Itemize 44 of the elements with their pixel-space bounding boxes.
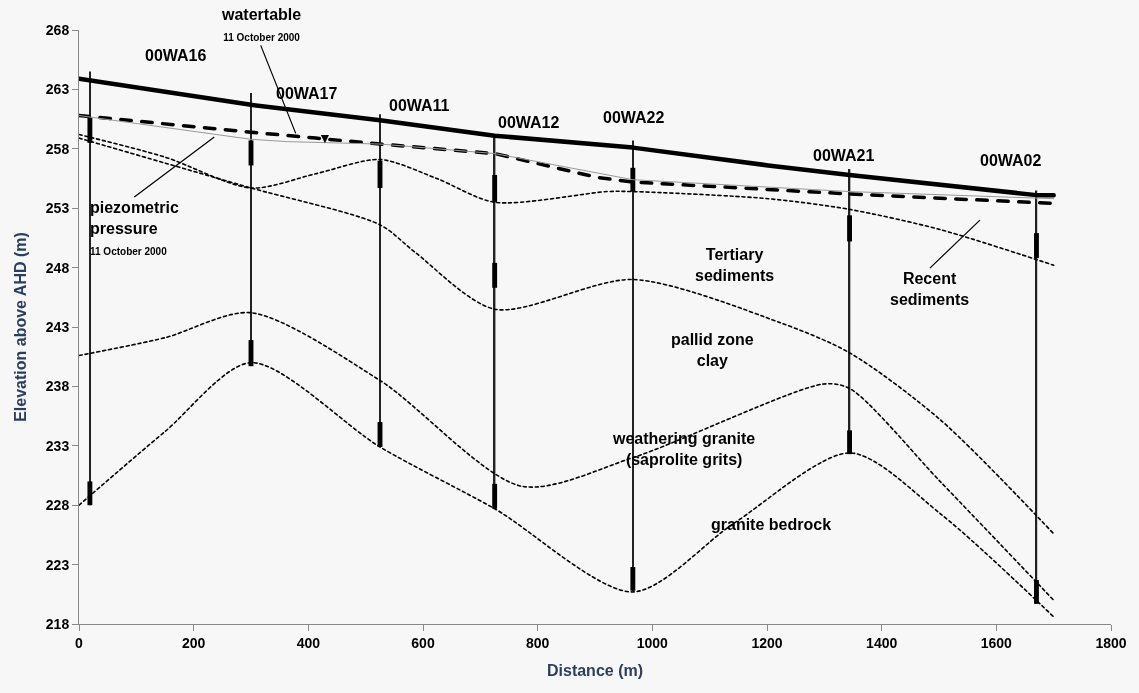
annotation: 00WA11 <box>389 97 450 114</box>
annotation: ▼ <box>318 130 332 146</box>
x-tick-label: 1000 <box>636 634 669 651</box>
x-tick-label: 200 <box>181 634 206 651</box>
annotation: pallid zone clay <box>671 331 754 369</box>
y-tick-label: 253 <box>45 200 70 217</box>
annotation: 00WA16 <box>145 47 207 64</box>
y-axis-title: Elevation above AHD (m) <box>11 232 29 422</box>
bar <box>1034 233 1039 259</box>
x-tick-label: 400 <box>296 634 321 651</box>
y-tick-label: 258 <box>45 140 70 157</box>
y-tick-label: 228 <box>45 497 70 514</box>
x-tick-label: 1800 <box>1095 634 1127 651</box>
bar <box>492 174 498 203</box>
y-tick-label: 218 <box>45 615 70 632</box>
y-tick-label: 238 <box>45 378 70 395</box>
bar <box>630 167 636 192</box>
bar <box>630 566 636 591</box>
x-axis-title: Distance (m) <box>546 662 644 680</box>
annotation: 00WA21 <box>813 147 875 164</box>
bar <box>87 481 93 506</box>
bar <box>492 483 498 509</box>
x-tick-label: 1600 <box>980 634 1013 651</box>
bar <box>847 430 852 455</box>
annotation: Tertiary sediments <box>695 246 775 284</box>
x-tick-label: 800 <box>525 634 550 651</box>
y-tick-label: 243 <box>45 318 70 335</box>
annotation: 00WA22 <box>603 109 665 126</box>
y-tick-label: 223 <box>45 556 70 573</box>
y-tick-label: 263 <box>45 81 70 98</box>
x-tick-label: 0 <box>75 634 84 651</box>
annotation: watertable 11 October 2000 <box>221 6 302 43</box>
annotation: Recent sediments <box>890 270 970 308</box>
x-tick-label: 600 <box>411 634 435 651</box>
bar <box>492 262 498 288</box>
y-tick-label: 248 <box>45 259 70 276</box>
y-tick-label: 268 <box>45 21 70 38</box>
y-tick-label: 233 <box>45 437 70 454</box>
x-tick-label: 1200 <box>751 634 783 651</box>
x-tick-label: 1400 <box>866 634 898 651</box>
annotation: 00WA12 <box>498 114 560 131</box>
line-series <box>79 311 1055 602</box>
annotation: 00WA02 <box>980 152 1042 169</box>
bar <box>847 215 852 242</box>
